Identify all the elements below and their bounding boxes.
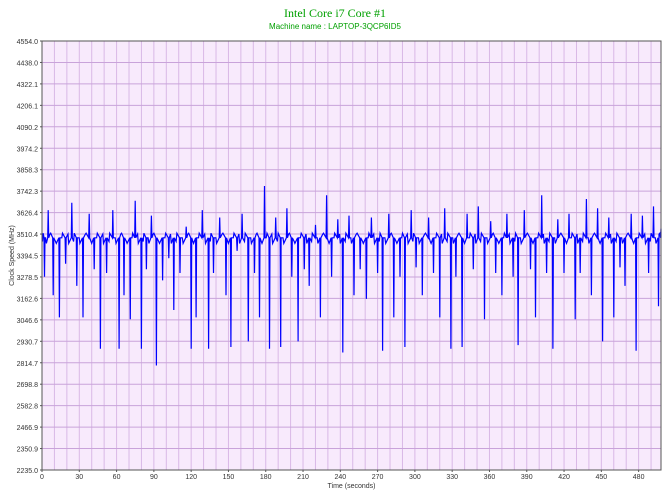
x-tick-label: 420 bbox=[558, 474, 570, 481]
y-tick-label: 3510.4 bbox=[17, 232, 39, 239]
y-tick-label: 4090.2 bbox=[17, 125, 39, 132]
x-tick-label: 210 bbox=[297, 474, 309, 481]
x-tick-label: 60 bbox=[113, 474, 121, 481]
y-tick-label: 4322.1 bbox=[17, 82, 39, 89]
x-tick-label: 330 bbox=[446, 474, 458, 481]
x-tick-label: 240 bbox=[334, 474, 346, 481]
chart-subtitle: Machine name : LAPTOP-3QCP6ID5 bbox=[269, 22, 401, 31]
y-tick-label: 3162.6 bbox=[17, 296, 39, 303]
y-tick-label: 2466.9 bbox=[17, 425, 39, 432]
x-tick-label: 360 bbox=[484, 474, 496, 481]
x-tick-label: 270 bbox=[372, 474, 384, 481]
y-tick-label: 3394.5 bbox=[17, 254, 39, 261]
y-tick-label: 3046.6 bbox=[17, 318, 39, 325]
y-tick-label: 3858.3 bbox=[17, 168, 39, 175]
x-tick-label: 300 bbox=[409, 474, 421, 481]
x-tick-label: 180 bbox=[260, 474, 272, 481]
x-tick-label: 390 bbox=[521, 474, 533, 481]
y-tick-label: 3974.2 bbox=[17, 146, 39, 153]
y-tick-label: 2930.7 bbox=[17, 339, 39, 346]
y-tick-label: 4438.0 bbox=[17, 60, 39, 67]
x-tick-label: 0 bbox=[40, 474, 44, 481]
x-tick-label: 450 bbox=[595, 474, 607, 481]
y-tick-label: 3626.4 bbox=[17, 211, 39, 218]
plot-border bbox=[41, 40, 662, 471]
y-tick-label: 4206.1 bbox=[17, 103, 39, 110]
x-tick-label: 480 bbox=[633, 474, 645, 481]
chart-title: Intel Core i7 Core #1 bbox=[284, 6, 386, 20]
y-tick-label: 2698.8 bbox=[17, 382, 39, 389]
x-tick-label: 90 bbox=[150, 474, 158, 481]
x-axis-label: Time (seconds) bbox=[328, 483, 376, 490]
y-tick-label: 2582.8 bbox=[17, 404, 39, 411]
series-line bbox=[41, 185, 662, 366]
y-tick-label: 2235.0 bbox=[17, 468, 39, 475]
y-tick-label: 2350.9 bbox=[17, 447, 39, 454]
y-tick-label: 3278.5 bbox=[17, 275, 39, 282]
y-tick-label: 4554.0 bbox=[17, 39, 39, 46]
y-tick-label: 2814.7 bbox=[17, 361, 39, 368]
x-tick-label: 120 bbox=[185, 474, 197, 481]
y-tick-label: 3742.3 bbox=[17, 189, 39, 196]
y-axis-label: Clock Speed (MHz) bbox=[9, 225, 16, 286]
x-tick-label: 30 bbox=[75, 474, 83, 481]
x-tick-label: 150 bbox=[223, 474, 235, 481]
